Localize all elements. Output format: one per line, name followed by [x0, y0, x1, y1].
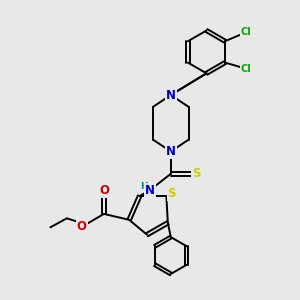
Text: O: O — [99, 184, 109, 196]
Text: N: N — [166, 88, 176, 101]
Text: Cl: Cl — [240, 27, 251, 37]
Text: Cl: Cl — [240, 64, 251, 74]
Text: S: S — [167, 187, 176, 200]
Text: N: N — [166, 145, 176, 158]
Text: H: H — [140, 182, 147, 191]
Text: S: S — [192, 167, 200, 180]
Text: N: N — [145, 184, 155, 196]
Text: O: O — [76, 220, 87, 233]
